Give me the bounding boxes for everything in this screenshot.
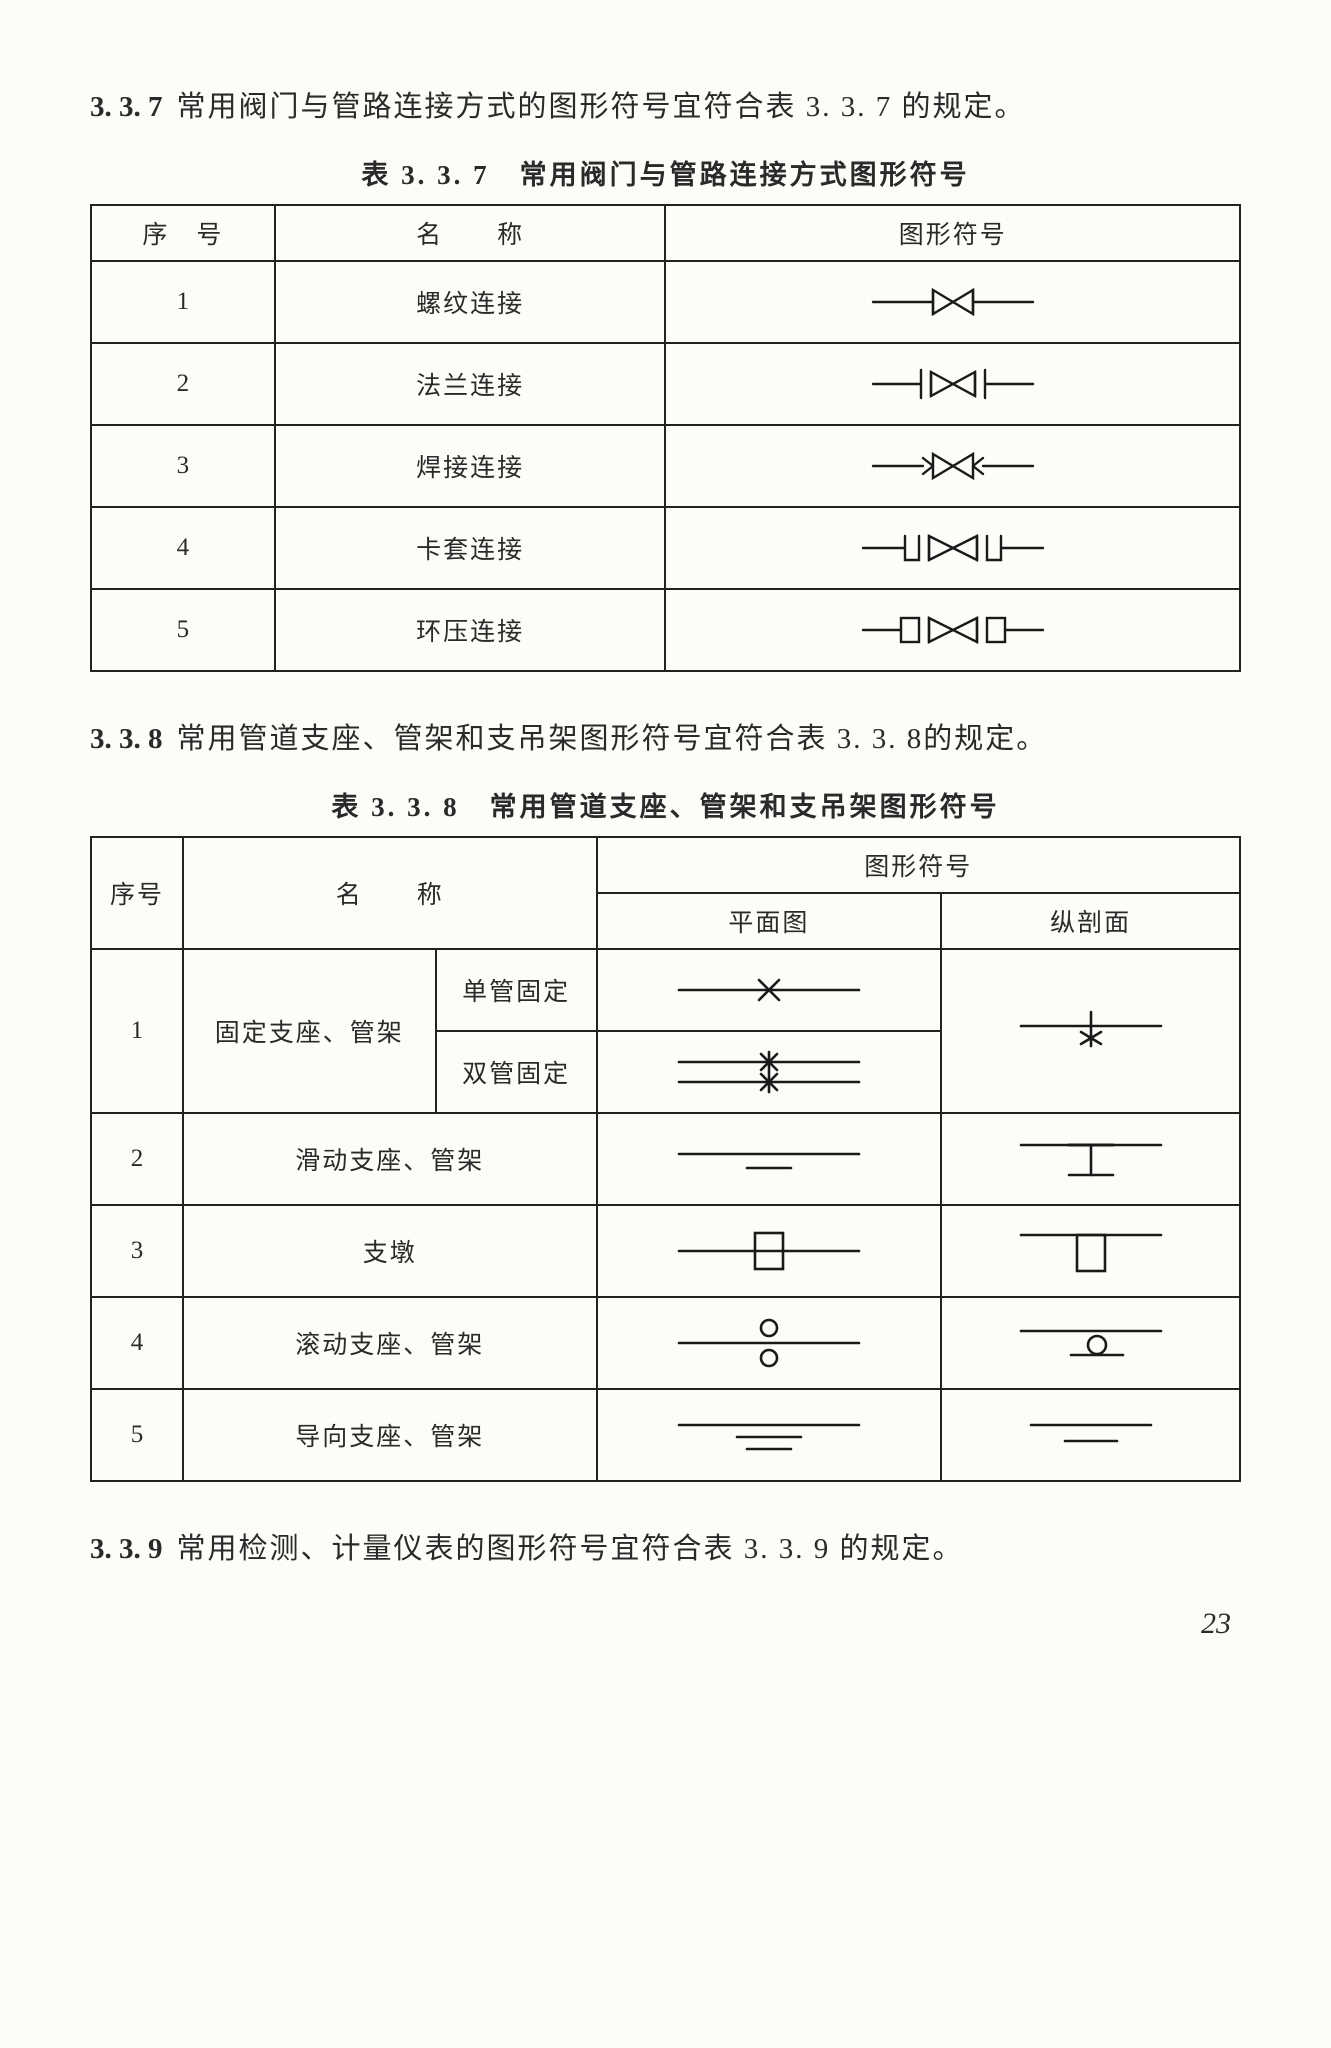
th-name: 名 称 xyxy=(275,205,666,261)
sliding-plan-icon xyxy=(659,1134,879,1184)
cell-symbol-weld xyxy=(665,425,1240,507)
cell-seq: 4 xyxy=(91,507,275,589)
roller-plan-icon xyxy=(659,1312,879,1374)
cell-seq: 1 xyxy=(91,261,275,343)
guide-section-icon xyxy=(1001,1407,1181,1463)
cell-section-pier xyxy=(941,1205,1240,1297)
cell-seq: 5 xyxy=(91,589,275,671)
page-number: 23 xyxy=(90,1607,1241,1641)
table-row: 3 焊接连接 xyxy=(91,425,1240,507)
paragraph-text: 常用管道支座、管架和支吊架图形符号宜符合表 3. 3. 8的规定。 xyxy=(177,723,1048,755)
cell-plan-fixed-double xyxy=(597,1031,942,1113)
cell-plan-guide xyxy=(597,1389,942,1481)
paragraph-337: 3. 3. 7 常用阀门与管路连接方式的图形符号宜符合表 3. 3. 7 的规定。 xyxy=(90,80,1241,135)
cell-name: 滑动支座、管架 xyxy=(183,1113,597,1205)
table-row: 2 滑动支座、管架 xyxy=(91,1113,1240,1205)
paragraph-338: 3. 3. 8 常用管道支座、管架和支吊架图形符号宜符合表 3. 3. 8的规定。 xyxy=(90,712,1241,767)
table-row: 1 螺纹连接 xyxy=(91,261,1240,343)
paragraph-text: 常用阀门与管路连接方式的图形符号宜符合表 3. 3. 7 的规定。 xyxy=(177,91,1026,123)
th-symbol: 图形符号 xyxy=(665,205,1240,261)
table-row: 5 环压连接 xyxy=(91,589,1240,671)
cell-name: 焊接连接 xyxy=(275,425,666,507)
table-338-caption: 表 3. 3. 8 常用管道支座、管架和支吊架图形符号 xyxy=(90,785,1241,824)
cell-name: 导向支座、管架 xyxy=(183,1389,597,1481)
cell-name: 螺纹连接 xyxy=(275,261,666,343)
section-number: 3. 3. 9 xyxy=(90,1533,163,1565)
cell-symbol-flange xyxy=(665,343,1240,425)
table-row: 3 支墩 xyxy=(91,1205,1240,1297)
cell-seq: 1 xyxy=(91,949,183,1113)
th-seq: 序号 xyxy=(91,837,183,949)
cell-seq: 3 xyxy=(91,1205,183,1297)
cell-seq: 4 xyxy=(91,1297,183,1389)
paragraph-text: 常用检测、计量仪表的图形符号宜符合表 3. 3. 9 的规定。 xyxy=(177,1533,964,1565)
table-row: 序 号 名 称 图形符号 xyxy=(91,205,1240,261)
cell-name: 支墩 xyxy=(183,1205,597,1297)
th-name: 名 称 xyxy=(183,837,597,949)
cell-name: 卡套连接 xyxy=(275,507,666,589)
paragraph-339: 3. 3. 9 常用检测、计量仪表的图形符号宜符合表 3. 3. 9 的规定。 xyxy=(90,1522,1241,1577)
cell-section-sliding xyxy=(941,1113,1240,1205)
valve-thread-icon xyxy=(853,280,1053,324)
cell-section-guide xyxy=(941,1389,1240,1481)
cell-section-fixed xyxy=(941,949,1240,1113)
fixed-section-icon xyxy=(1001,996,1181,1066)
cell-name: 法兰连接 xyxy=(275,343,666,425)
table-row: 2 法兰连接 xyxy=(91,343,1240,425)
th-plan: 平面图 xyxy=(597,893,942,949)
cell-seq: 3 xyxy=(91,425,275,507)
table-row: 4 滚动支座、管架 xyxy=(91,1297,1240,1389)
valve-weld-icon xyxy=(853,444,1053,488)
cell-name: 滚动支座、管架 xyxy=(183,1297,597,1389)
th-seq: 序 号 xyxy=(91,205,275,261)
fixed-single-plan-icon xyxy=(659,970,879,1010)
cell-seq: 2 xyxy=(91,343,275,425)
guide-plan-icon xyxy=(659,1407,879,1463)
table-row: 序号 名 称 图形符号 xyxy=(91,837,1240,893)
cell-subname: 双管固定 xyxy=(436,1031,597,1113)
cell-plan-fixed-single xyxy=(597,949,942,1031)
cell-name: 固定支座、管架 xyxy=(183,949,436,1113)
cell-seq: 5 xyxy=(91,1389,183,1481)
table-338: 序号 名 称 图形符号 平面图 纵剖面 1 固定支座、管架 单管固定 xyxy=(90,836,1241,1482)
valve-flange-icon xyxy=(853,362,1053,406)
th-symbol: 图形符号 xyxy=(597,837,1240,893)
cell-subname: 单管固定 xyxy=(436,949,597,1031)
th-section: 纵剖面 xyxy=(941,893,1240,949)
cell-symbol-ringpress xyxy=(665,589,1240,671)
cell-seq: 2 xyxy=(91,1113,183,1205)
cell-plan-pier xyxy=(597,1205,942,1297)
pier-plan-icon xyxy=(659,1221,879,1281)
sliding-section-icon xyxy=(1001,1129,1181,1189)
cell-section-roller xyxy=(941,1297,1240,1389)
pier-section-icon xyxy=(1001,1221,1181,1281)
fixed-double-plan-icon xyxy=(659,1044,879,1100)
table-row: 1 固定支座、管架 单管固定 xyxy=(91,949,1240,1031)
valve-ringpress-icon xyxy=(843,608,1063,652)
table-row: 5 导向支座、管架 xyxy=(91,1389,1240,1481)
roller-section-icon xyxy=(1001,1313,1181,1373)
section-number: 3. 3. 8 xyxy=(90,723,163,755)
cell-name: 环压连接 xyxy=(275,589,666,671)
cell-plan-sliding xyxy=(597,1113,942,1205)
valve-ferrule-icon xyxy=(843,526,1063,570)
cell-symbol-thread xyxy=(665,261,1240,343)
cell-symbol-ferrule xyxy=(665,507,1240,589)
section-number: 3. 3. 7 xyxy=(90,91,163,123)
table-337-caption: 表 3. 3. 7 常用阀门与管路连接方式图形符号 xyxy=(90,153,1241,192)
cell-plan-roller xyxy=(597,1297,942,1389)
table-row: 4 卡套连接 xyxy=(91,507,1240,589)
table-337: 序 号 名 称 图形符号 1 螺纹连接 2 法兰连接 xyxy=(90,204,1241,672)
